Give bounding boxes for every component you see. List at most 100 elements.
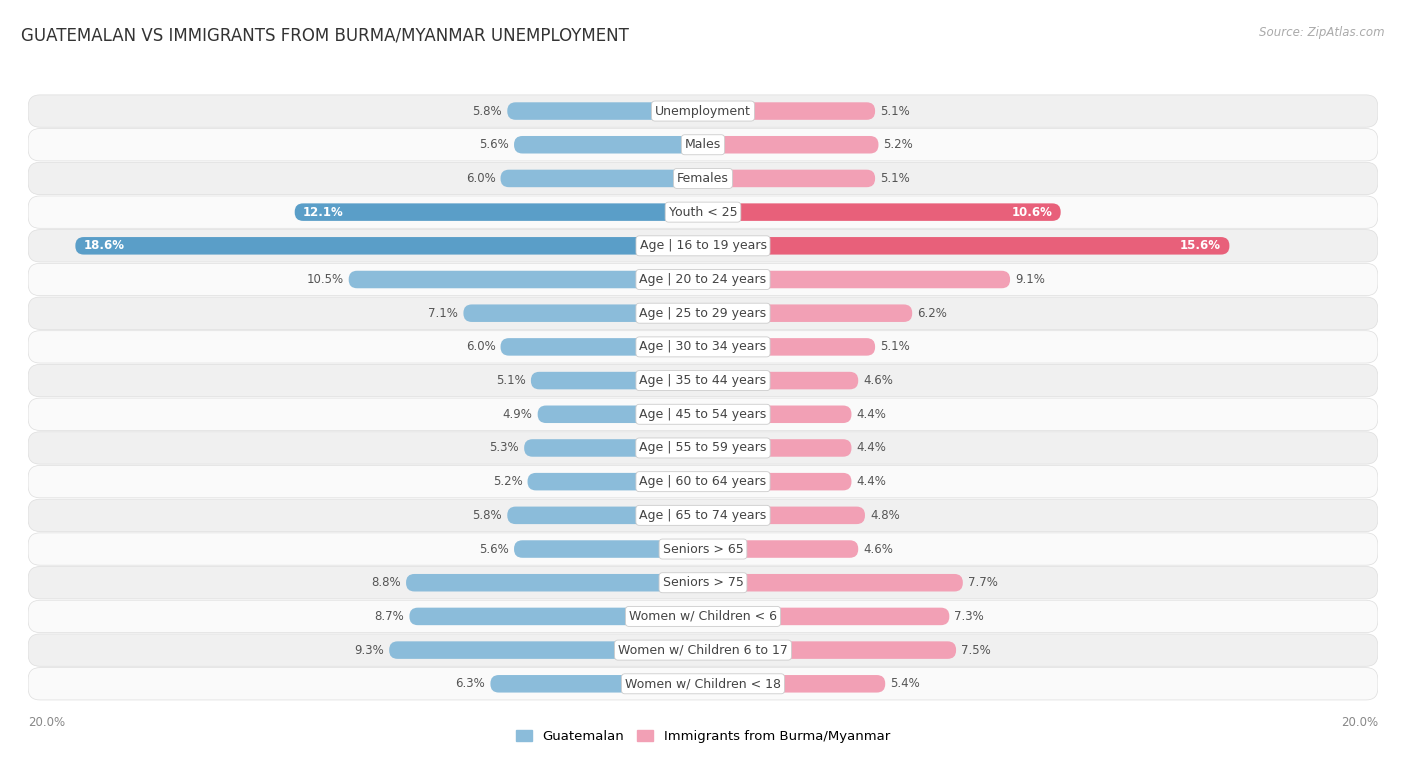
Text: 8.8%: 8.8%	[371, 576, 401, 589]
Text: Age | 16 to 19 years: Age | 16 to 19 years	[640, 239, 766, 252]
Text: 7.5%: 7.5%	[962, 643, 991, 656]
Text: 18.6%: 18.6%	[84, 239, 125, 252]
Text: 5.4%: 5.4%	[890, 678, 920, 690]
FancyBboxPatch shape	[703, 574, 963, 591]
FancyBboxPatch shape	[527, 473, 703, 491]
FancyBboxPatch shape	[76, 237, 703, 254]
FancyBboxPatch shape	[524, 439, 703, 456]
FancyBboxPatch shape	[491, 675, 703, 693]
FancyBboxPatch shape	[508, 506, 703, 524]
FancyBboxPatch shape	[703, 641, 956, 659]
Text: 7.1%: 7.1%	[429, 307, 458, 319]
FancyBboxPatch shape	[703, 473, 852, 491]
FancyBboxPatch shape	[703, 406, 852, 423]
Text: 6.0%: 6.0%	[465, 172, 495, 185]
Text: Source: ZipAtlas.com: Source: ZipAtlas.com	[1260, 26, 1385, 39]
FancyBboxPatch shape	[28, 634, 1378, 666]
FancyBboxPatch shape	[28, 466, 1378, 498]
FancyBboxPatch shape	[28, 566, 1378, 599]
FancyBboxPatch shape	[409, 608, 703, 625]
Text: 10.5%: 10.5%	[307, 273, 343, 286]
Text: 4.4%: 4.4%	[856, 475, 886, 488]
Text: 7.3%: 7.3%	[955, 610, 984, 623]
Text: 8.7%: 8.7%	[374, 610, 405, 623]
FancyBboxPatch shape	[703, 136, 879, 154]
Text: 5.1%: 5.1%	[880, 341, 910, 354]
Text: Age | 30 to 34 years: Age | 30 to 34 years	[640, 341, 766, 354]
FancyBboxPatch shape	[28, 331, 1378, 363]
Text: Youth < 25: Youth < 25	[669, 206, 737, 219]
Text: 6.3%: 6.3%	[456, 678, 485, 690]
Text: 5.1%: 5.1%	[496, 374, 526, 387]
FancyBboxPatch shape	[389, 641, 703, 659]
Text: Women w/ Children < 18: Women w/ Children < 18	[626, 678, 780, 690]
FancyBboxPatch shape	[703, 675, 886, 693]
Text: Age | 60 to 64 years: Age | 60 to 64 years	[640, 475, 766, 488]
Text: 5.1%: 5.1%	[880, 172, 910, 185]
FancyBboxPatch shape	[406, 574, 703, 591]
Text: 10.6%: 10.6%	[1011, 206, 1052, 219]
Text: Seniors > 65: Seniors > 65	[662, 543, 744, 556]
Text: 6.2%: 6.2%	[917, 307, 948, 319]
FancyBboxPatch shape	[28, 499, 1378, 531]
Text: 4.6%: 4.6%	[863, 374, 893, 387]
FancyBboxPatch shape	[501, 170, 703, 187]
Text: 5.8%: 5.8%	[472, 509, 502, 522]
Text: 20.0%: 20.0%	[1341, 716, 1378, 730]
FancyBboxPatch shape	[28, 196, 1378, 229]
FancyBboxPatch shape	[531, 372, 703, 389]
FancyBboxPatch shape	[28, 431, 1378, 464]
FancyBboxPatch shape	[703, 540, 858, 558]
FancyBboxPatch shape	[703, 338, 875, 356]
FancyBboxPatch shape	[28, 162, 1378, 195]
Text: 7.7%: 7.7%	[967, 576, 998, 589]
FancyBboxPatch shape	[28, 533, 1378, 565]
Text: Women w/ Children 6 to 17: Women w/ Children 6 to 17	[619, 643, 787, 656]
FancyBboxPatch shape	[349, 271, 703, 288]
Text: 12.1%: 12.1%	[304, 206, 344, 219]
FancyBboxPatch shape	[703, 237, 1229, 254]
FancyBboxPatch shape	[515, 540, 703, 558]
FancyBboxPatch shape	[703, 271, 1010, 288]
Text: 4.4%: 4.4%	[856, 441, 886, 454]
FancyBboxPatch shape	[703, 304, 912, 322]
Text: Males: Males	[685, 139, 721, 151]
FancyBboxPatch shape	[464, 304, 703, 322]
Text: 5.6%: 5.6%	[479, 543, 509, 556]
Text: Age | 45 to 54 years: Age | 45 to 54 years	[640, 408, 766, 421]
Text: Females: Females	[678, 172, 728, 185]
FancyBboxPatch shape	[28, 129, 1378, 161]
Text: 5.2%: 5.2%	[492, 475, 523, 488]
Text: 9.3%: 9.3%	[354, 643, 384, 656]
Text: 4.4%: 4.4%	[856, 408, 886, 421]
Text: 5.3%: 5.3%	[489, 441, 519, 454]
Legend: Guatemalan, Immigrants from Burma/Myanmar: Guatemalan, Immigrants from Burma/Myanma…	[516, 730, 890, 743]
Text: 9.1%: 9.1%	[1015, 273, 1045, 286]
FancyBboxPatch shape	[703, 439, 852, 456]
FancyBboxPatch shape	[703, 170, 875, 187]
Text: Women w/ Children < 6: Women w/ Children < 6	[628, 610, 778, 623]
FancyBboxPatch shape	[515, 136, 703, 154]
FancyBboxPatch shape	[703, 506, 865, 524]
Text: 6.0%: 6.0%	[465, 341, 495, 354]
Text: Age | 20 to 24 years: Age | 20 to 24 years	[640, 273, 766, 286]
FancyBboxPatch shape	[703, 372, 858, 389]
FancyBboxPatch shape	[501, 338, 703, 356]
Text: 20.0%: 20.0%	[28, 716, 65, 730]
Text: Age | 55 to 59 years: Age | 55 to 59 years	[640, 441, 766, 454]
FancyBboxPatch shape	[28, 229, 1378, 262]
Text: Seniors > 75: Seniors > 75	[662, 576, 744, 589]
Text: Unemployment: Unemployment	[655, 104, 751, 117]
Text: 4.8%: 4.8%	[870, 509, 900, 522]
Text: GUATEMALAN VS IMMIGRANTS FROM BURMA/MYANMAR UNEMPLOYMENT: GUATEMALAN VS IMMIGRANTS FROM BURMA/MYAN…	[21, 26, 628, 45]
Text: 5.1%: 5.1%	[880, 104, 910, 117]
Text: 5.6%: 5.6%	[479, 139, 509, 151]
Text: Age | 25 to 29 years: Age | 25 to 29 years	[640, 307, 766, 319]
FancyBboxPatch shape	[703, 204, 1060, 221]
FancyBboxPatch shape	[28, 398, 1378, 431]
FancyBboxPatch shape	[537, 406, 703, 423]
FancyBboxPatch shape	[28, 95, 1378, 127]
FancyBboxPatch shape	[703, 102, 875, 120]
Text: Age | 35 to 44 years: Age | 35 to 44 years	[640, 374, 766, 387]
FancyBboxPatch shape	[28, 600, 1378, 633]
